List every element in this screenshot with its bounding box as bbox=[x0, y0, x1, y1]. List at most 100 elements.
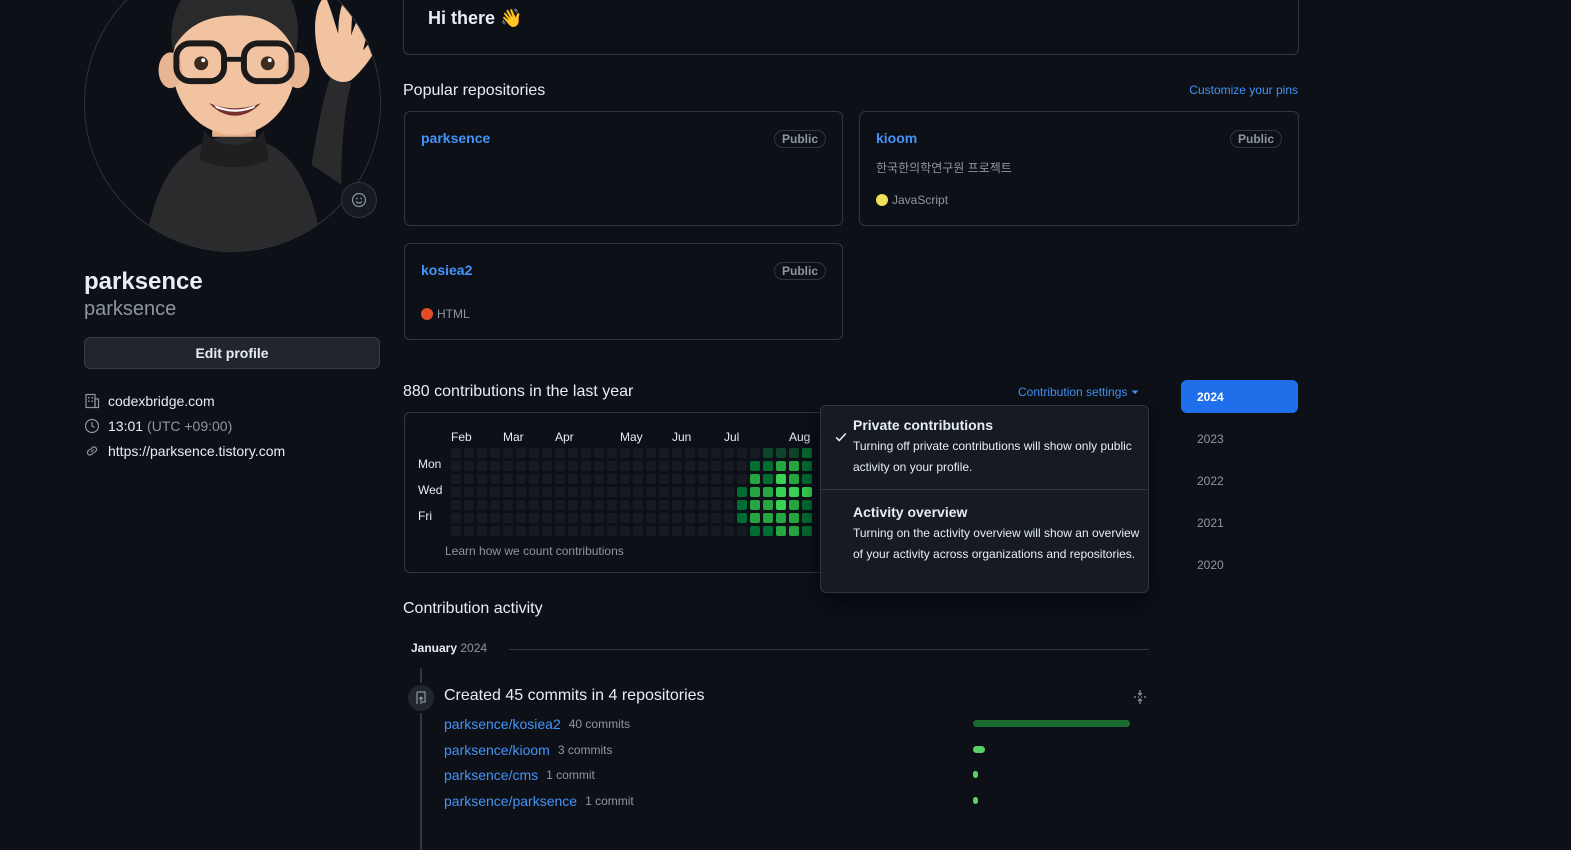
contribution-day-cell bbox=[503, 461, 513, 471]
fold-icon[interactable] bbox=[1132, 689, 1148, 705]
contribution-day-cell bbox=[698, 500, 708, 510]
contribution-day-cell bbox=[737, 513, 747, 523]
year-link-2021[interactable]: 2021 bbox=[1197, 515, 1224, 530]
set-status-button[interactable] bbox=[341, 182, 377, 218]
contribution-day-cell bbox=[516, 526, 526, 536]
contribution-day-cell bbox=[802, 513, 812, 523]
month-label: May bbox=[620, 430, 643, 444]
contribution-day-cell bbox=[724, 474, 734, 484]
contribution-day-cell bbox=[789, 487, 799, 497]
contribution-day-cell bbox=[542, 461, 552, 471]
contribution-day-cell bbox=[750, 513, 760, 523]
weekday-label: Mon bbox=[418, 457, 441, 471]
language-color-dot bbox=[421, 308, 433, 320]
month-label: Mar bbox=[503, 430, 524, 444]
contribution-day-cell bbox=[490, 461, 500, 471]
contribution-day-cell bbox=[542, 513, 552, 523]
contribution-day-cell bbox=[594, 526, 604, 536]
profile-website: https://parksence.tistory.com bbox=[84, 441, 285, 461]
learn-contributions-link[interactable]: Learn how we count contributions bbox=[445, 544, 624, 558]
contribution-day-cell bbox=[503, 500, 513, 510]
contribution-day-cell bbox=[620, 526, 630, 536]
contribution-day-cell bbox=[646, 487, 656, 497]
contribution-day-cell bbox=[620, 474, 630, 484]
contribution-day-cell bbox=[685, 513, 695, 523]
commit-repo-link[interactable]: parksence/parksence bbox=[444, 793, 578, 809]
commit-repo-row: parksence/kioom 3 commits bbox=[444, 741, 613, 759]
contribution-day-cell bbox=[607, 500, 617, 510]
commit-repo-row: parksence/cms 1 commit bbox=[444, 766, 595, 784]
contribution-day-cell bbox=[776, 461, 786, 471]
avatar[interactable] bbox=[84, 0, 381, 252]
profile-company: codexbridge.com bbox=[84, 391, 215, 411]
repo-link[interactable]: parksence bbox=[421, 130, 491, 146]
contribution-day-cell bbox=[594, 461, 604, 471]
commit-count: 1 commit bbox=[585, 794, 634, 808]
contribution-day-cell bbox=[724, 526, 734, 536]
month-label: Aug bbox=[789, 430, 810, 444]
year-link-2024[interactable]: 2024 bbox=[1181, 380, 1298, 413]
contribution-day-cell bbox=[555, 474, 565, 484]
year-link-2022[interactable]: 2022 bbox=[1197, 473, 1224, 488]
contribution-day-cell bbox=[490, 448, 500, 458]
year-link-2023[interactable]: 2023 bbox=[1197, 431, 1224, 446]
contribution-day-cell bbox=[451, 461, 461, 471]
contribution-day-cell bbox=[529, 500, 539, 510]
contribution-day-cell bbox=[724, 461, 734, 471]
menu-item-title: Activity overview bbox=[853, 504, 968, 520]
contribution-day-cell bbox=[464, 526, 474, 536]
customize-pins-link[interactable]: Customize your pins bbox=[1189, 83, 1298, 97]
contribution-day-cell bbox=[451, 500, 461, 510]
contribution-day-cell bbox=[594, 487, 604, 497]
menu-item-activity-overview[interactable]: Activity overview Turning on the activit… bbox=[821, 504, 1148, 565]
website-link[interactable]: https://parksence.tistory.com bbox=[108, 443, 286, 459]
contribution-day-cell bbox=[776, 487, 786, 497]
contribution-day-cell bbox=[685, 500, 695, 510]
commit-repo-row: parksence/parksence 1 commit bbox=[444, 792, 634, 810]
profile-local-time: 13:01 (UTC +09:00) bbox=[84, 416, 232, 436]
contribution-day-cell bbox=[581, 500, 591, 510]
contribution-day-cell bbox=[607, 487, 617, 497]
contribution-day-cell bbox=[490, 500, 500, 510]
commit-share-bar bbox=[973, 746, 985, 753]
contribution-day-cell bbox=[763, 448, 773, 458]
repo-push-icon bbox=[406, 683, 436, 713]
contribution-day-cell bbox=[555, 526, 565, 536]
commit-repo-link[interactable]: parksence/kioom bbox=[444, 742, 550, 758]
contribution-day-cell bbox=[802, 487, 812, 497]
local-time-value: 13:01 bbox=[108, 418, 144, 434]
contribution-settings-button[interactable]: Contribution settings bbox=[1018, 385, 1140, 399]
menu-item-private-contributions[interactable]: Private contributions Turning off privat… bbox=[821, 417, 1148, 478]
timezone-value: (UTC +09:00) bbox=[147, 418, 233, 434]
contributions-title: 880 contributions in the last year bbox=[403, 383, 634, 400]
commit-share-bar bbox=[973, 720, 1130, 727]
contribution-day-cell bbox=[685, 461, 695, 471]
contribution-day-cell bbox=[529, 487, 539, 497]
repo-link[interactable]: kioom bbox=[876, 130, 918, 146]
commit-repo-link[interactable]: parksence/cms bbox=[444, 767, 539, 783]
commit-repo-link[interactable]: parksence/kosiea2 bbox=[444, 716, 561, 732]
contribution-day-cell bbox=[581, 448, 591, 458]
contribution-day-cell bbox=[464, 448, 474, 458]
edit-profile-button[interactable]: Edit profile bbox=[84, 337, 380, 369]
year-link-2020[interactable]: 2020 bbox=[1197, 557, 1224, 572]
activity-month-header: January 2024 bbox=[411, 641, 487, 655]
contribution-day-cell bbox=[516, 461, 526, 471]
commit-share-bar bbox=[973, 797, 978, 804]
contribution-day-cell bbox=[503, 487, 513, 497]
contribution-day-cell bbox=[633, 474, 643, 484]
contribution-day-cell bbox=[802, 526, 812, 536]
contribution-day-cell bbox=[451, 513, 461, 523]
weekday-label: Fri bbox=[418, 509, 432, 523]
contribution-day-cell bbox=[503, 526, 513, 536]
contribution-day-cell bbox=[698, 487, 708, 497]
contribution-day-cell bbox=[763, 461, 773, 471]
contribution-day-cell bbox=[464, 500, 474, 510]
contribution-day-cell bbox=[633, 487, 643, 497]
repo-link[interactable]: kosiea2 bbox=[421, 262, 473, 278]
month-label: Apr bbox=[555, 430, 574, 444]
contribution-day-cell bbox=[646, 500, 656, 510]
contribution-day-cell bbox=[568, 487, 578, 497]
caret-down-icon bbox=[1131, 390, 1139, 394]
contribution-day-cell bbox=[451, 474, 461, 484]
